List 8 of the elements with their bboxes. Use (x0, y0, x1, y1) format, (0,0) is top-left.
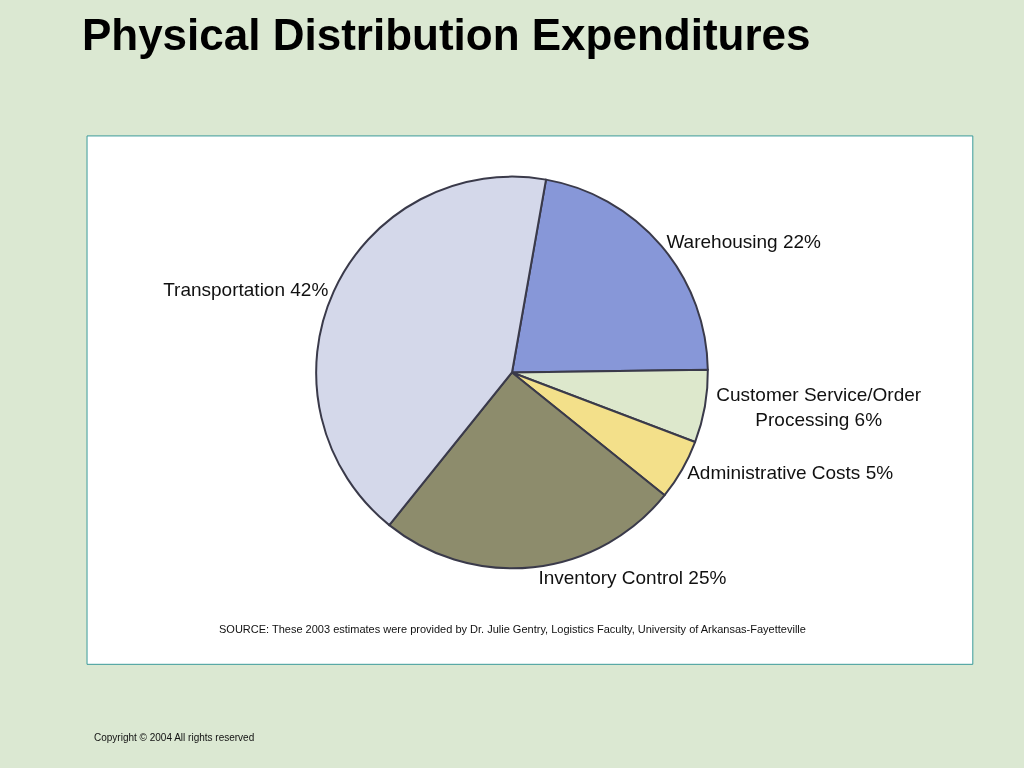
slice-label: Transportation 42% (163, 279, 329, 301)
slice-label: Customer Service/Order Processing 6% (716, 384, 922, 431)
slice-label: Inventory Control 25% (538, 567, 727, 589)
slice-label: Warehousing 22% (666, 230, 822, 252)
slice-label: Administrative Costs 5% (687, 461, 894, 483)
text: Copyright © 2004 All rights reserved (94, 732, 255, 743)
source-note: SOURCE: These 2003 estimates were provided by Dr. Julie Gentry, Logistics Faculty, University of Arkansas-Fayetteville (219, 623, 806, 635)
chart-title: Physical Distribution Expenditures (81, 9, 811, 59)
